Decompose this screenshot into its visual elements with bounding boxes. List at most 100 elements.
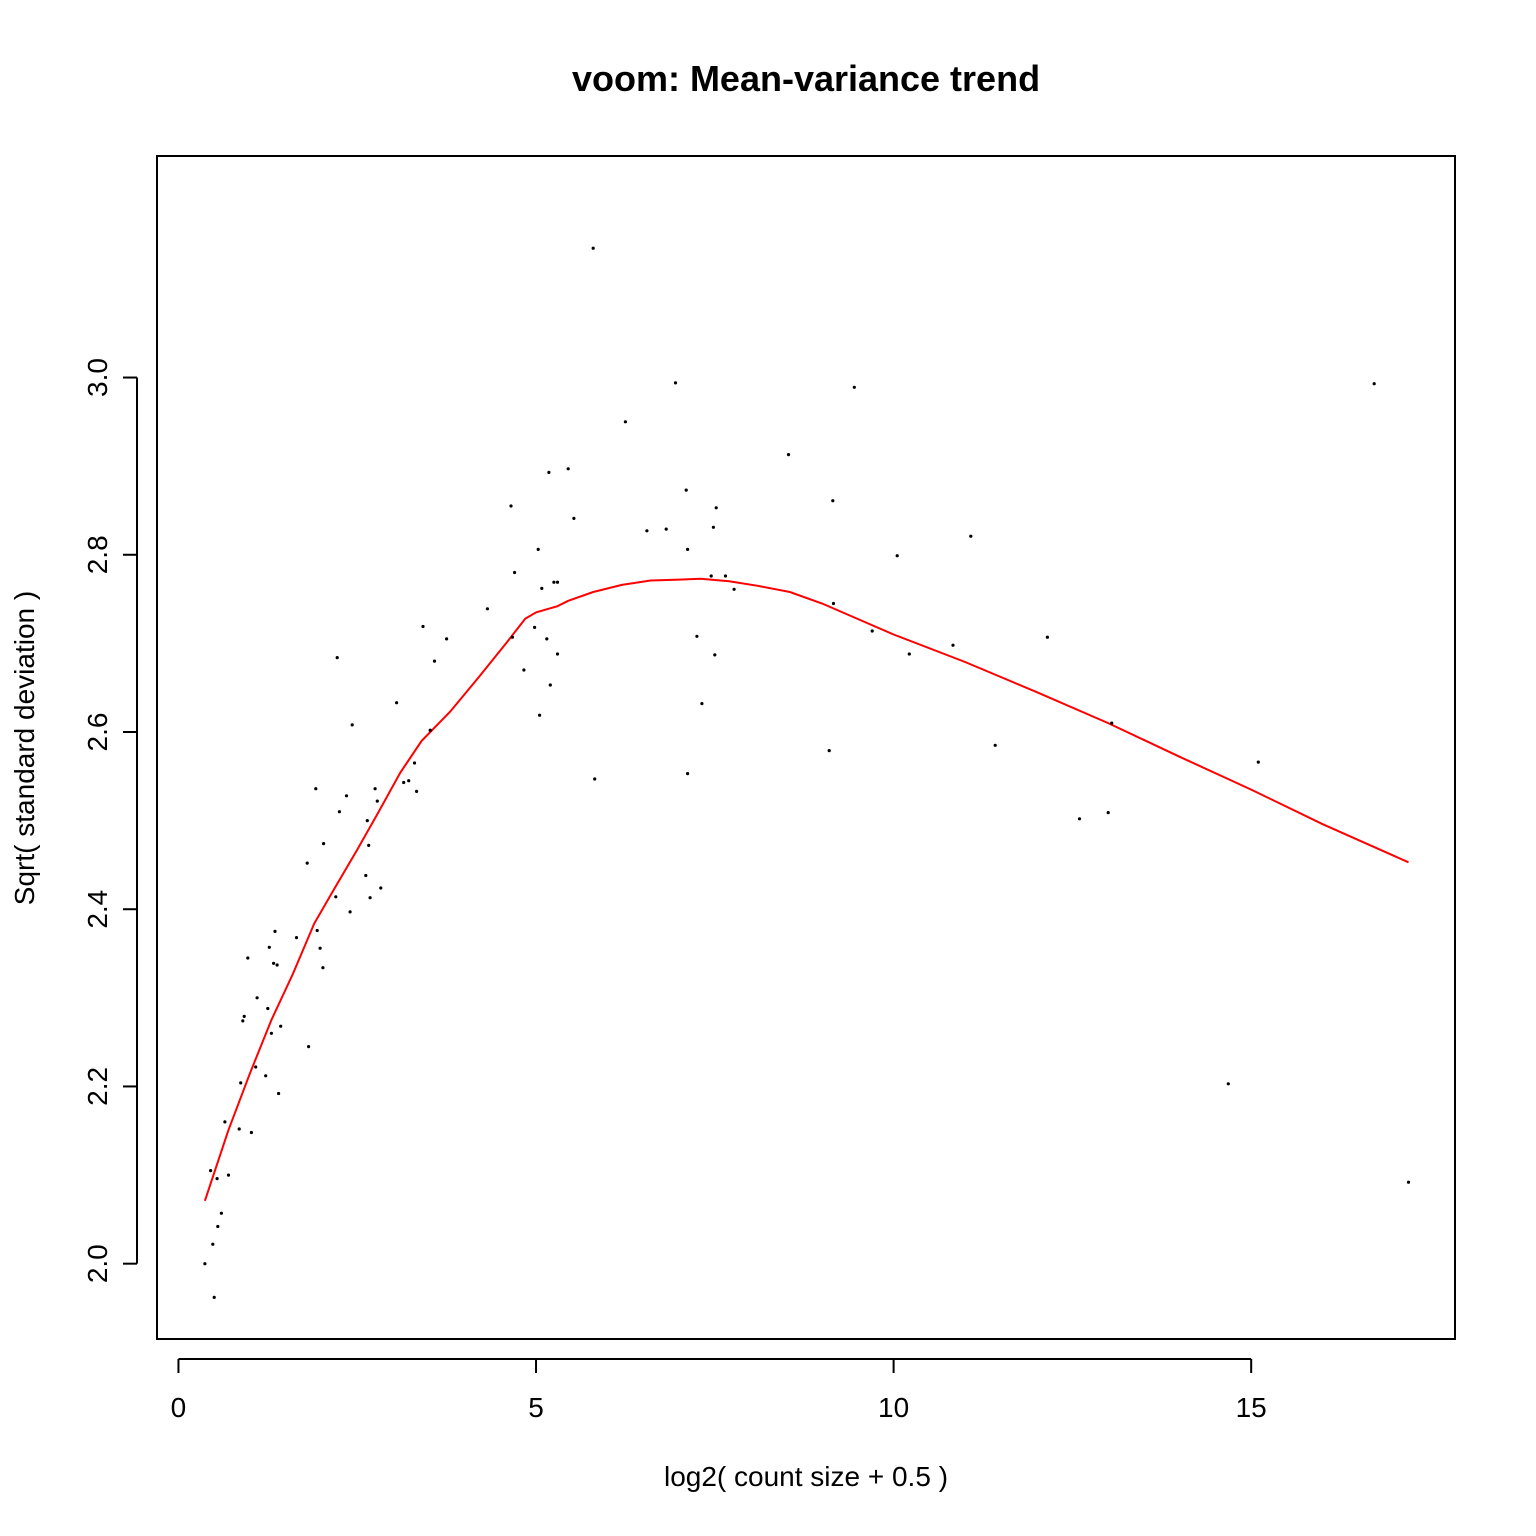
data-point xyxy=(264,1074,268,1078)
data-point xyxy=(305,861,309,865)
data-point xyxy=(364,873,368,878)
data-point xyxy=(907,652,911,656)
data-point xyxy=(1372,382,1376,386)
data-point xyxy=(1045,635,1049,639)
data-point xyxy=(831,601,836,606)
data-point xyxy=(219,1211,223,1215)
y-axis: 2.0 2.2 2.4 2.6 2.8 3.0 xyxy=(82,358,138,1283)
data-point xyxy=(334,895,338,899)
data-point xyxy=(713,653,717,657)
data-point xyxy=(786,453,791,457)
data-point xyxy=(318,946,322,950)
data-point xyxy=(239,1081,243,1085)
data-point xyxy=(1256,760,1260,764)
data-point xyxy=(215,1177,219,1181)
data-point xyxy=(545,637,549,641)
data-point xyxy=(321,966,325,970)
data-point xyxy=(1406,1180,1411,1184)
y-tick-label: 2.2 xyxy=(82,1067,113,1106)
y-tick-label: 2.4 xyxy=(82,890,113,929)
data-point xyxy=(246,956,250,960)
data-point xyxy=(533,625,537,630)
data-point xyxy=(711,525,716,529)
data-point xyxy=(1110,721,1114,725)
data-point xyxy=(432,659,437,663)
data-point xyxy=(368,896,372,900)
data-point xyxy=(314,787,318,791)
data-point xyxy=(209,1169,213,1173)
data-point xyxy=(695,634,699,638)
data-point xyxy=(732,587,736,591)
data-point xyxy=(241,1019,245,1023)
data-point xyxy=(402,780,406,785)
y-tick-label: 2.8 xyxy=(82,535,113,574)
y-axis-label: Sqrt( standard deviation ) xyxy=(9,591,40,905)
x-tick-label: 0 xyxy=(171,1392,187,1423)
y-tick-label: 2.6 xyxy=(82,713,113,752)
data-point xyxy=(555,580,560,584)
data-point xyxy=(1226,1082,1230,1086)
data-point xyxy=(216,1224,220,1229)
data-point xyxy=(548,683,552,687)
data-point xyxy=(547,470,551,474)
data-point xyxy=(591,246,595,250)
data-point xyxy=(275,963,279,967)
data-point xyxy=(267,945,271,949)
data-point xyxy=(572,516,576,521)
data-point xyxy=(510,635,514,639)
trend-line xyxy=(203,577,1409,1202)
data-point xyxy=(279,1024,283,1028)
data-point xyxy=(566,467,570,471)
data-point xyxy=(255,996,259,1000)
data-point xyxy=(555,652,560,656)
y-tick-label: 2.0 xyxy=(82,1244,113,1283)
data-point xyxy=(211,1242,215,1246)
data-point xyxy=(294,936,299,940)
data-point xyxy=(350,723,354,727)
x-axis-label: log2( count size + 0.5 ) xyxy=(664,1461,948,1492)
data-point xyxy=(538,713,542,717)
data-point xyxy=(415,789,419,794)
data-point xyxy=(266,1006,270,1011)
data-point xyxy=(407,779,411,783)
data-point xyxy=(203,1262,207,1266)
data-point xyxy=(664,527,668,531)
data-point xyxy=(673,381,678,385)
data-point xyxy=(421,624,425,629)
x-tick-label: 15 xyxy=(1236,1392,1267,1423)
data-point xyxy=(379,886,383,890)
data-point xyxy=(485,607,489,611)
data-point xyxy=(686,547,690,552)
data-point xyxy=(852,385,856,389)
data-point xyxy=(237,1127,241,1131)
data-point xyxy=(337,810,341,814)
data-point xyxy=(700,702,704,706)
data-point xyxy=(509,504,513,508)
data-point xyxy=(714,506,718,510)
data-point xyxy=(269,1031,273,1035)
data-point xyxy=(522,668,526,672)
data-point xyxy=(536,547,540,552)
data-point xyxy=(645,529,649,533)
data-point xyxy=(335,656,339,660)
data-point xyxy=(1106,811,1110,815)
x-tick-label: 10 xyxy=(878,1392,909,1423)
data-point xyxy=(273,929,277,934)
data-point xyxy=(395,701,399,705)
plot-frame xyxy=(156,155,1456,1340)
data-point xyxy=(709,574,713,578)
chart-title: voom: Mean-variance trend xyxy=(572,58,1040,99)
data-point xyxy=(344,794,349,798)
data-point xyxy=(223,1120,227,1124)
data-point xyxy=(593,777,597,781)
data-point xyxy=(373,787,377,791)
plot-area xyxy=(203,246,1411,1299)
data-point xyxy=(348,910,352,914)
data-point xyxy=(254,1065,258,1069)
data-point xyxy=(428,728,432,732)
data-point xyxy=(445,637,449,641)
data-point xyxy=(895,554,899,558)
data-point xyxy=(993,743,997,747)
data-point xyxy=(540,586,544,591)
